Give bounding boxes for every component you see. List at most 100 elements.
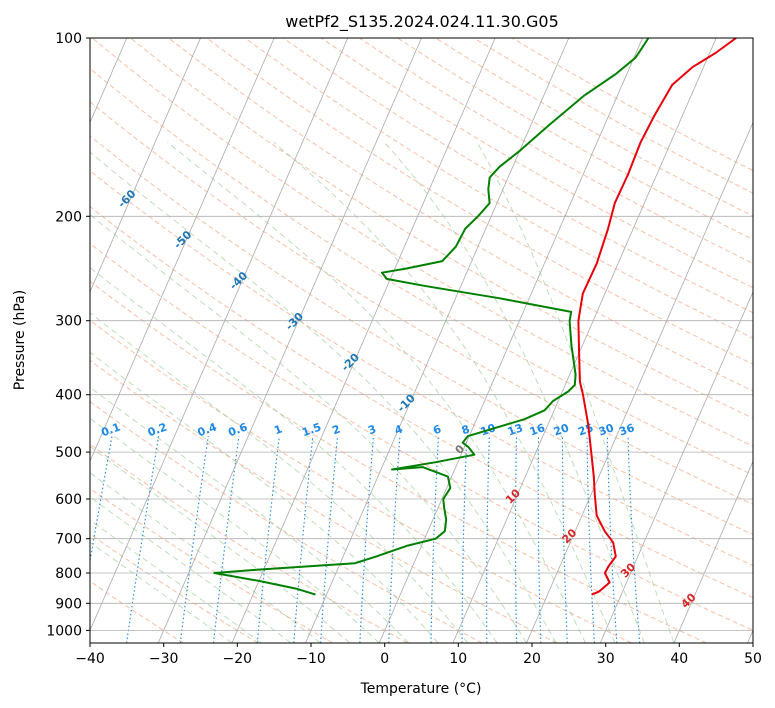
mixing-ratio-label: 0.2 [146, 420, 169, 439]
y-tick-label: 700 [55, 532, 82, 548]
mixing-ratio-label: 25 [576, 421, 595, 438]
isotherm-label: -20 [339, 351, 362, 374]
isotherm-line [526, 121, 753, 643]
mixing-ratio-label: 36 [617, 421, 636, 439]
dry-adiabat [397, 38, 753, 241]
mixing-ratio-line [537, 436, 542, 643]
y-tick-label: 900 [55, 596, 82, 612]
x-tick-label: 40 [670, 651, 688, 667]
y-tick-label: 600 [55, 492, 82, 508]
y-tick-label: 500 [55, 445, 82, 461]
dry-adiabat [90, 401, 483, 643]
mixing-ratio-label: 4 [393, 422, 405, 437]
isotherm-label: 40 [679, 591, 699, 611]
mixing-ratio-line [514, 436, 518, 643]
dry-adiabat [90, 359, 558, 643]
plot-area: 0.10.20.40.611.52346810131620253036-100-… [59, 38, 753, 643]
x-tick-label: 50 [744, 651, 762, 667]
isotherm-label: 10 [503, 486, 523, 506]
x-axis-label: Temperature (°C) [360, 681, 482, 697]
pressure-gridlines [90, 38, 753, 631]
mixing-ratio-line [126, 436, 160, 643]
isotherm-line [157, 38, 422, 643]
dry-adiabat [244, 38, 753, 339]
x-tick-label: −30 [149, 651, 179, 667]
dry-adiabat [320, 38, 753, 289]
mixing-ratio-line [293, 436, 314, 643]
dry-adiabat [90, 101, 753, 505]
isotherm-label: -50 [171, 228, 194, 251]
temperature-line [577, 38, 737, 596]
y-tick-label: 1000 [46, 623, 82, 639]
x-tick-label: 10 [449, 651, 467, 667]
mixing-ratio-line [359, 436, 374, 643]
x-tick-label: 30 [597, 651, 615, 667]
dry-adiabat [90, 67, 753, 476]
y-axis-label: Pressure (hPa) [12, 290, 28, 390]
isotherm-line [90, 38, 201, 293]
dry-adiabat [90, 319, 632, 643]
y-tick-label: 100 [55, 31, 82, 47]
y-tick-label: 400 [55, 388, 82, 404]
mixing-ratio-line [586, 436, 595, 643]
mixing-ratio-label: 6 [431, 422, 443, 437]
mixing-ratio-label: 0.1 [99, 420, 122, 439]
moist-adiabat [167, 141, 586, 643]
isotherm-label: 30 [618, 560, 638, 580]
isotherm-line [599, 290, 753, 643]
mixing-ratio-label: 1 [272, 422, 284, 437]
mixing-ratio-line [430, 436, 439, 643]
y-tick-label: 300 [55, 314, 82, 330]
moist-adiabat [384, 141, 645, 643]
isotherms [90, 38, 753, 643]
dry-adiabat [90, 242, 753, 631]
mixing-ratio-label: 16 [528, 421, 547, 439]
dry-adiabat [130, 38, 753, 419]
chart-title: wetPf2_S135.2024.024.11.30.G05 [285, 12, 559, 32]
isotherm-line [673, 460, 753, 643]
moist-adiabats [90, 141, 675, 643]
dry-adiabat [90, 135, 753, 536]
mixing-ratio-line [606, 436, 618, 643]
y-tick-label: 800 [55, 566, 82, 582]
isotherm-label: -40 [227, 269, 250, 292]
moist-adiabat [90, 213, 527, 643]
mixing-ratio-line [179, 436, 209, 643]
isotherm-label: -60 [115, 187, 138, 210]
mixing-ratio-line [256, 436, 280, 643]
isotherm-line [231, 38, 496, 643]
isotherm-label: -70 [59, 146, 82, 169]
mixing-ratio-line [212, 436, 240, 643]
mixing-ratio-label: 30 [597, 421, 616, 439]
dry-adiabat [511, 38, 753, 172]
dry-adiabat [90, 205, 753, 599]
x-tick-label: −40 [75, 651, 105, 667]
x-tick-label: 0 [380, 651, 389, 667]
y-axis: 100 200 300 400 500 600 700 800 900 1000 [46, 31, 90, 639]
x-tick-label: −20 [223, 651, 253, 667]
dewpoint-line [213, 38, 650, 596]
mixing-ratio-label: 8 [460, 422, 472, 437]
mixing-ratio-line [486, 436, 490, 643]
mixing-ratio-label: 13 [506, 421, 525, 438]
mixing-ratio-label: 0.6 [226, 420, 249, 439]
dry-adiabat [90, 580, 184, 643]
isotherm-line [378, 38, 643, 643]
plot-frame [89, 37, 754, 644]
isotherm-line [305, 38, 570, 643]
isotherm-line [747, 629, 753, 643]
dry-adiabat [90, 280, 707, 643]
mixing-ratio-line [627, 436, 641, 643]
dry-adiabat [90, 443, 408, 643]
mixing-ratio-line [561, 436, 568, 643]
mixing-ratio-line [461, 436, 468, 643]
isotherm-line [90, 38, 275, 463]
x-tick-label: 20 [523, 651, 541, 667]
mixing-ratio-label: 0.4 [196, 420, 219, 439]
mixing-ratio-label: 3 [366, 422, 378, 437]
dry-adiabat [90, 487, 333, 643]
isotherm-line [90, 38, 349, 632]
dry-adiabat [473, 38, 753, 194]
isotherm-label: -30 [283, 310, 306, 333]
